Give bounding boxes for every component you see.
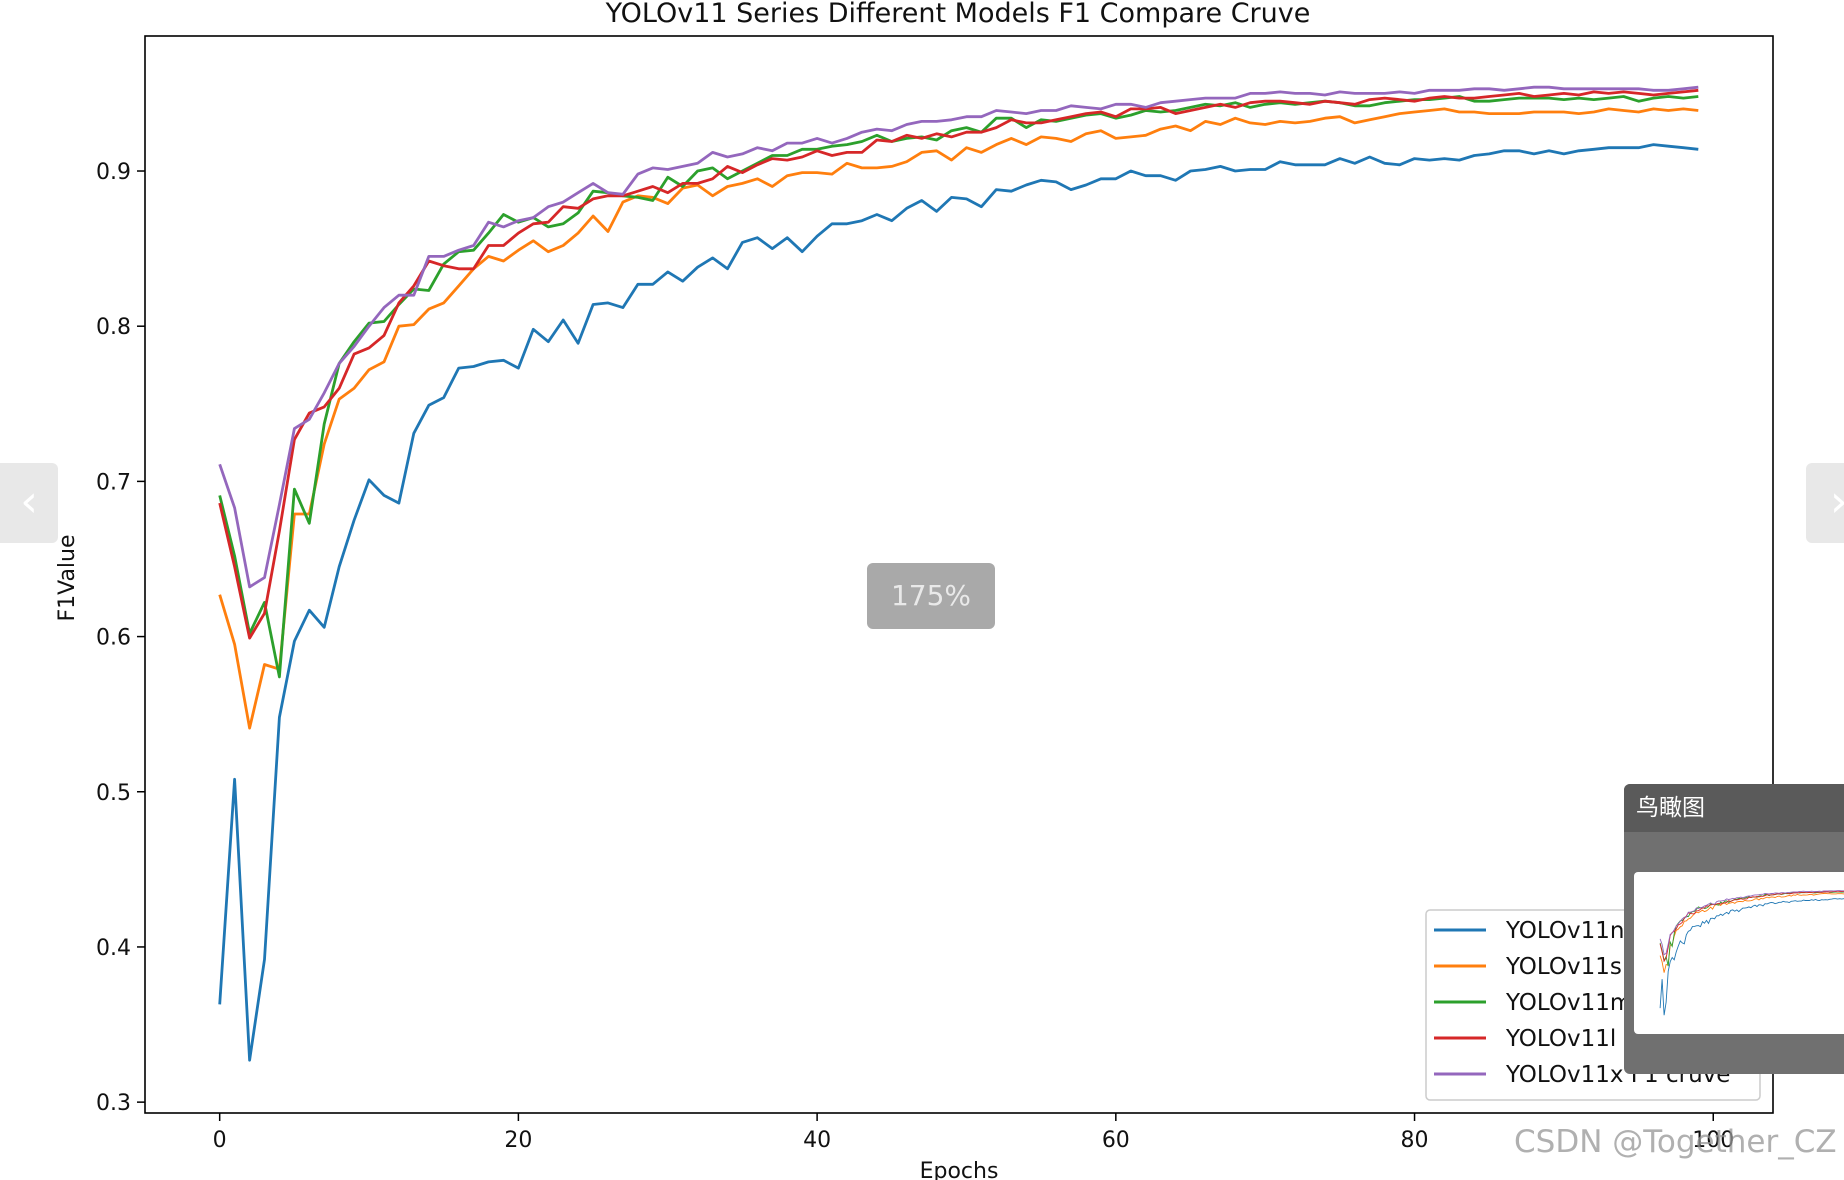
y-axis: 0.3 0.4 0.5 0.6 0.7 0.8 0.9	[96, 160, 145, 1116]
birdseye-thumbnail-chart	[1659, 890, 1844, 1016]
x-axis-label: Epochs	[920, 1159, 999, 1180]
chart-title: YOLOv11 Series Different Models F1 Compa…	[605, 0, 1311, 29]
series-line-1	[218, 107, 1699, 730]
watermark: CSDN @Together_CZ	[1514, 1124, 1837, 1160]
y-tick-label-2: 0.5	[96, 781, 131, 806]
chevron-left-icon: ‹	[20, 476, 38, 527]
zoom-level-badge: 175%	[867, 563, 995, 629]
y-tick-label-0: 0.3	[96, 1091, 131, 1116]
y-tick-label-5: 0.8	[96, 315, 131, 340]
birdseye-thumbnail[interactable]	[1634, 872, 1844, 1034]
x-axis: 0 20 40 60 80 100	[213, 1113, 1734, 1153]
x-tick-label-2: 40	[803, 1128, 831, 1153]
y-axis-label: F1Value	[55, 534, 80, 621]
series-line-3	[218, 88, 1699, 640]
series-line-4	[218, 85, 1699, 589]
x-tick-label-1: 20	[504, 1128, 532, 1153]
y-tick-label-4: 0.7	[96, 470, 131, 495]
previous-image-button[interactable]: ‹	[0, 463, 58, 543]
birdseye-title: 鸟瞰图	[1624, 784, 1844, 832]
chevron-right-icon: ›	[1830, 476, 1844, 527]
thumb-series-line-2	[1659, 891, 1844, 967]
thumb-series-line-3	[1659, 890, 1844, 963]
x-tick-label-4: 80	[1401, 1128, 1429, 1153]
thumb-series-line-0	[1659, 898, 1844, 1016]
y-tick-label-1: 0.4	[96, 936, 131, 961]
series-line-0	[218, 143, 1699, 1062]
birdseye-panel[interactable]: 鸟瞰图	[1624, 784, 1844, 1074]
series-lines	[218, 85, 1699, 1062]
x-tick-label-3: 60	[1102, 1128, 1130, 1153]
thumb-series-line-4	[1659, 890, 1844, 956]
next-image-button[interactable]: ›	[1806, 463, 1844, 543]
x-tick-label-5: 100	[1692, 1128, 1734, 1153]
thumb-series-line-1	[1659, 892, 1844, 973]
y-tick-label-3: 0.6	[96, 626, 131, 651]
plot-frame	[144, 35, 1774, 1114]
y-tick-label-6: 0.9	[96, 160, 131, 185]
x-tick-label-0: 0	[213, 1128, 227, 1153]
